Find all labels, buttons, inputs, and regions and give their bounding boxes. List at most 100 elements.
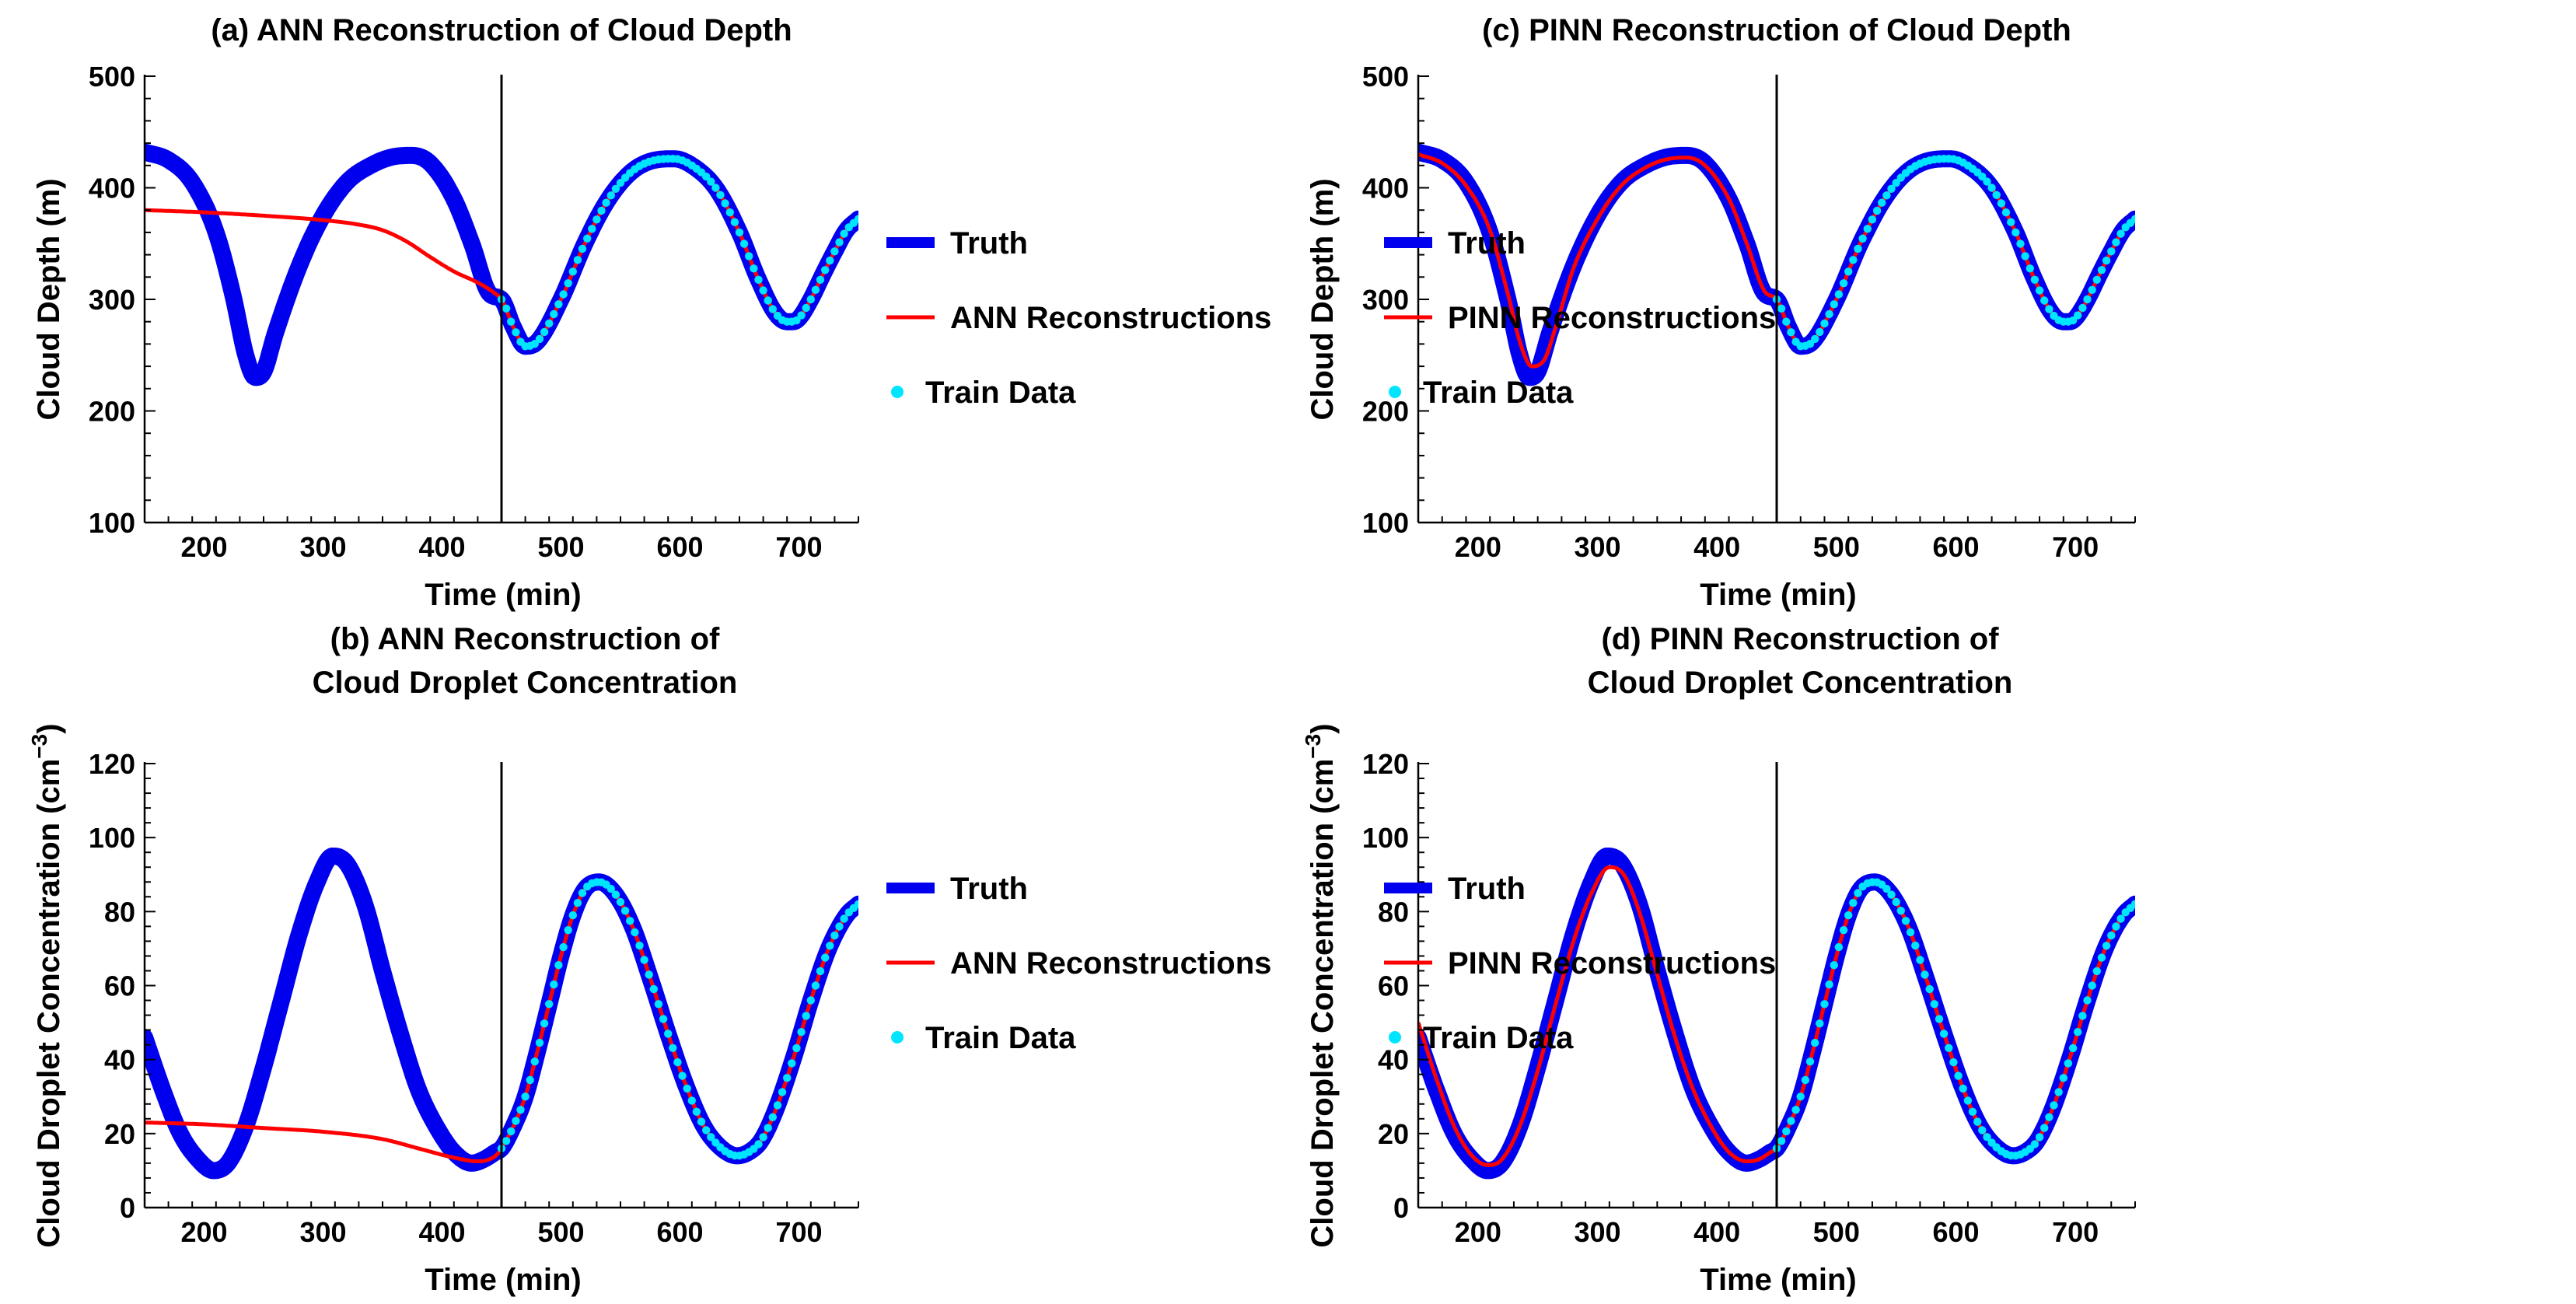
x-tick-label: 400 <box>418 1216 465 1248</box>
train-data-point <box>764 296 772 305</box>
train-data-point <box>516 1106 525 1114</box>
x-tick-label: 500 <box>537 1216 584 1248</box>
train-data-point <box>611 890 620 899</box>
y-tick-label: 500 <box>1362 61 1409 93</box>
panel-a: (a) ANN Reconstruction of Cloud Depth 200… <box>32 13 1271 612</box>
train-data-point <box>1892 179 1900 187</box>
train-data-point <box>816 275 825 284</box>
y-tick-label: 80 <box>1378 896 1409 928</box>
train-data-point <box>797 311 806 320</box>
train-data-point <box>649 984 658 994</box>
train-data-point <box>1777 304 1786 313</box>
train-data-point <box>1839 279 1848 288</box>
train-data-point <box>792 1044 801 1053</box>
x-tick-label: 400 <box>1693 1216 1740 1248</box>
train-data-point <box>2092 275 2101 284</box>
legend-train-swatch <box>1389 386 1401 398</box>
train-data-point <box>1954 1072 1963 1080</box>
train-data-point <box>2030 275 2039 284</box>
legend-reconstruction-label: ANN Reconstructions <box>950 301 1271 335</box>
y-axis-label: Cloud Droplet Concentration (cm−3) <box>1301 723 1340 1247</box>
train-data-point <box>1983 177 1991 186</box>
train-data-point <box>554 300 563 309</box>
train-data-point <box>2030 1140 2039 1148</box>
train-data-point <box>683 1084 691 1093</box>
train-data-point <box>835 922 844 931</box>
train-data-point <box>1930 1000 1938 1009</box>
train-data-point <box>559 942 568 952</box>
legend-reconstruction-label: PINN Reconstructions <box>1448 301 1776 335</box>
x-axis-label: Time (min) <box>1700 1263 1857 1297</box>
y-tick-label: 20 <box>104 1118 135 1150</box>
train-data-point <box>1916 956 1924 964</box>
y-tick-label: 40 <box>1378 1044 1409 1076</box>
panel-b-title-line-1: Cloud Droplet Concentration <box>313 666 738 700</box>
train-data-point <box>1939 1030 1949 1038</box>
train-data-point <box>2025 264 2034 273</box>
y-axis-label: Cloud Depth (m) <box>32 178 66 420</box>
y-tick-label: 100 <box>1362 822 1409 854</box>
train-data-point <box>2130 900 2135 908</box>
y-tick-label: 20 <box>1378 1118 1409 1150</box>
panel-a-title-line-0: (a) ANN Reconstruction of Cloud Depth <box>211 13 792 47</box>
x-axis-label: Time (min) <box>425 1263 582 1297</box>
train-data-point <box>759 286 767 295</box>
x-tick-label: 400 <box>418 531 465 563</box>
train-data-point <box>1935 1015 1944 1023</box>
x-tick-label: 600 <box>656 531 703 563</box>
train-data-point <box>840 914 848 923</box>
train-data-point <box>759 1133 767 1141</box>
train-data-point <box>507 317 516 326</box>
train-data-point <box>1887 184 1896 193</box>
train-data-point <box>2102 942 2111 950</box>
train-data-point <box>2112 238 2120 246</box>
train-data-point <box>559 290 568 299</box>
legend-train-label: Train Data <box>1423 376 1574 410</box>
train-data-point <box>750 264 758 273</box>
train-data-point <box>1997 199 2006 208</box>
y-tick-label: 40 <box>104 1044 135 1076</box>
train-data-point <box>2078 303 2087 313</box>
train-data-point <box>502 304 511 313</box>
train-data-point <box>2068 1044 2078 1053</box>
y-tick-label: 80 <box>104 896 135 928</box>
panel-c-plot-area <box>1418 143 2135 386</box>
legend-reconstruction-label: ANN Reconstructions <box>950 946 1271 981</box>
train-data-point <box>550 980 558 989</box>
train-data-point <box>669 1044 677 1053</box>
train-data-point <box>768 305 777 313</box>
x-tick-label: 400 <box>1693 531 1740 563</box>
train-data-point <box>1882 191 1891 200</box>
train-data-point <box>806 996 816 1005</box>
train-data-point <box>854 215 858 223</box>
train-data-point <box>2107 931 2116 940</box>
y-axis-label-superscript: −3 <box>1301 734 1325 759</box>
train-data-point <box>568 267 577 276</box>
y-tick-label: 0 <box>1393 1192 1409 1224</box>
train-data-point <box>1854 889 1862 897</box>
train-data-point <box>2001 208 2011 217</box>
train-data-point <box>606 884 615 893</box>
train-data-point <box>2068 316 2078 325</box>
train-data-point <box>2088 981 2096 990</box>
train-data-point <box>2035 286 2044 295</box>
x-tick-label: 200 <box>1455 531 1501 563</box>
train-data-point <box>592 215 601 224</box>
train-data-point <box>1949 1058 1958 1067</box>
train-data-point <box>1945 1044 1953 1053</box>
train-data-point <box>606 191 615 200</box>
train-data-point <box>2130 215 2135 223</box>
train-data-point <box>1825 980 1833 989</box>
train-data-point <box>1968 1107 1977 1117</box>
train-data-point <box>1830 300 1838 309</box>
x-tick-label: 700 <box>2052 1216 2099 1248</box>
panel-b-plot-area <box>145 848 858 1180</box>
train-data-point <box>2097 266 2106 274</box>
train-data-point <box>854 900 858 908</box>
train-data-point <box>697 1117 706 1126</box>
train-data-point <box>2097 953 2106 962</box>
x-axis-label: Time (min) <box>425 578 582 612</box>
train-data-point <box>1782 317 1791 326</box>
train-data-point <box>1844 911 1853 920</box>
train-data-point <box>792 316 801 325</box>
